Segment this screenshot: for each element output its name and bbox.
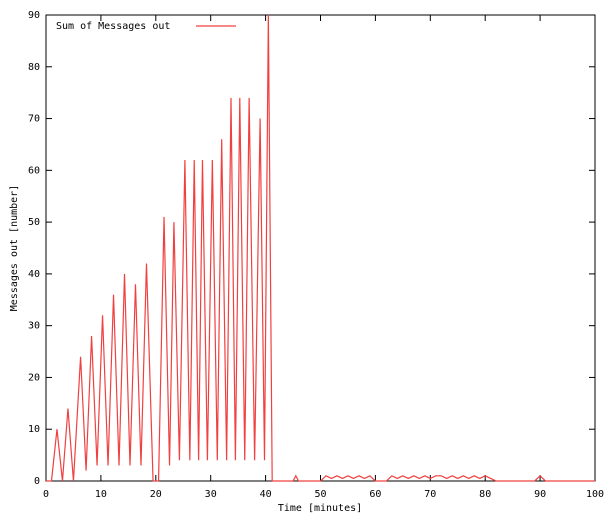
x-tick-label: 10 (95, 489, 107, 500)
x-tick-label: 0 (43, 489, 49, 500)
y-tick-label: 40 (28, 269, 40, 280)
y-tick-label: 80 (28, 62, 40, 73)
y-tick-label: 30 (28, 321, 40, 332)
x-tick-label: 70 (424, 489, 436, 500)
x-tick-label: 30 (205, 489, 217, 500)
y-tick-label: 20 (28, 372, 40, 383)
legend-label: Sum of Messages out (56, 21, 170, 32)
x-tick-label: 20 (150, 489, 162, 500)
y-tick-label: 0 (34, 476, 40, 487)
y-axis-label: Messages out [number] (9, 185, 20, 311)
y-tick-label: 10 (28, 424, 40, 435)
x-tick-label: 90 (534, 489, 546, 500)
y-tick-label: 90 (28, 10, 40, 21)
x-tick-label: 100 (586, 489, 604, 500)
x-tick-label: 60 (369, 489, 381, 500)
x-tick-label: 80 (479, 489, 491, 500)
x-axis-label: Time [minutes] (278, 503, 362, 514)
series-line (46, 14, 595, 482)
y-tick-label: 60 (28, 165, 40, 176)
y-tick-label: 70 (28, 114, 40, 125)
x-tick-label: 40 (260, 489, 272, 500)
x-tick-label: 50 (314, 489, 326, 500)
y-tick-label: 50 (28, 217, 40, 228)
